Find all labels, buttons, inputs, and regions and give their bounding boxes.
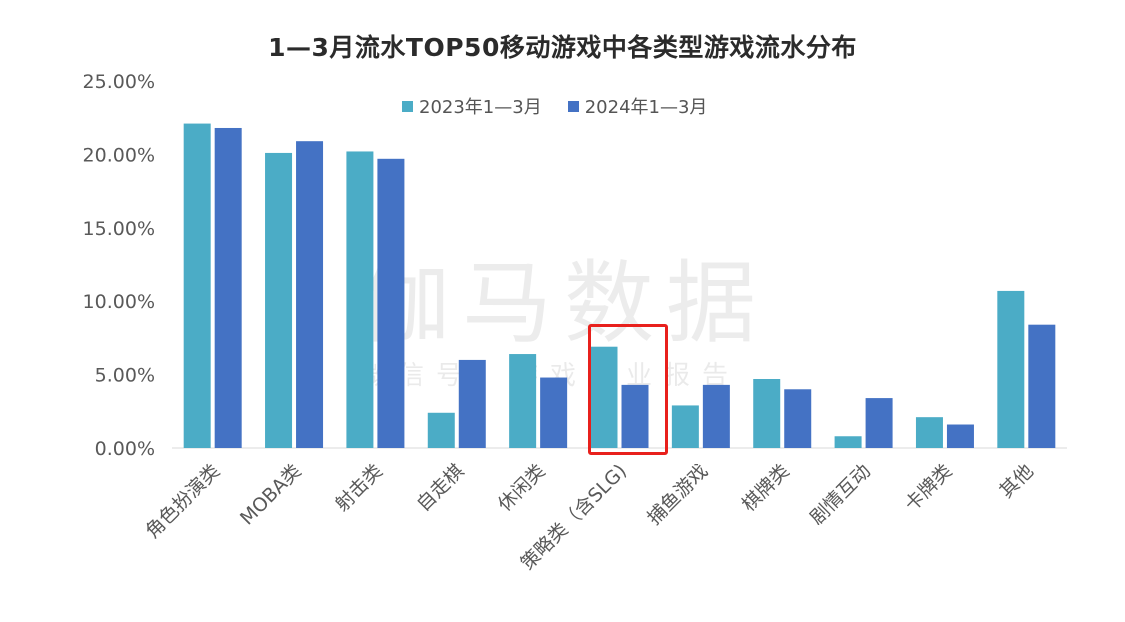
- legend-swatch-2024: [567, 100, 579, 112]
- bar-2024-5: [621, 384, 649, 448]
- legend-item-2023: 2023年1—3月: [402, 93, 542, 119]
- legend-label-2023: 2023年1—3月: [419, 97, 542, 118]
- bar-2024-10: [1028, 324, 1056, 448]
- y-tick-label: 20.00%: [83, 144, 155, 166]
- watermark-text: 伽马数据: [360, 251, 768, 356]
- y-tick-label: 15.00%: [83, 218, 155, 240]
- x-tick-label: 棋牌类: [738, 460, 794, 516]
- bar-2023-9: [915, 417, 943, 448]
- bar-2024-3: [458, 359, 486, 448]
- bar-2023-5: [590, 346, 618, 448]
- legend: 2023年1—3月 2024年1—3月: [402, 93, 707, 119]
- x-tick-label: 卡牌类: [901, 460, 957, 516]
- y-tick-label: 25.00%: [83, 71, 155, 93]
- legend-label-2024: 2024年1—3月: [584, 97, 708, 118]
- x-tick-label: 其他: [995, 460, 1037, 502]
- bar-2024-6: [702, 384, 730, 448]
- bar-2023-1: [265, 152, 293, 448]
- bar-2024-9: [946, 424, 974, 448]
- bar-2024-7: [784, 389, 812, 448]
- y-tick-label: 10.00%: [83, 291, 155, 313]
- legend-swatch-2023: [402, 100, 413, 112]
- x-tick-label: 自走棋: [412, 460, 468, 516]
- legend-item-2024: 2024年1—3月: [567, 93, 708, 119]
- bar-2024-4: [540, 377, 568, 448]
- x-tick-label: 射击类: [331, 460, 387, 516]
- x-tick-label: 捕鱼游戏: [643, 460, 712, 529]
- y-tick-label: 5.00%: [95, 365, 155, 387]
- bar-2023-7: [753, 379, 781, 448]
- bar-2024-1: [296, 141, 324, 449]
- chart-title: 1—3月流水TOP50移动游戏中各类型游戏流水分布: [268, 33, 857, 62]
- x-tick-label: 剧情互动: [806, 460, 875, 529]
- bar-2023-10: [997, 290, 1025, 448]
- bar-2024-8: [865, 398, 893, 448]
- y-tick-label: 0.00%: [95, 438, 155, 460]
- bar-2023-4: [509, 354, 537, 448]
- bar-2023-2: [346, 151, 374, 449]
- bar-2023-8: [834, 436, 862, 448]
- x-tick-label: 休闲类: [494, 460, 550, 516]
- bar-2024-2: [377, 158, 405, 448]
- highlight-box: [588, 324, 668, 455]
- bar-2023-6: [671, 405, 699, 448]
- bar-2023-0: [183, 123, 211, 449]
- bar-2023-3: [427, 412, 455, 448]
- x-tick-label: 角色扮演类: [141, 460, 224, 543]
- x-tick-label: MOBA类: [236, 460, 306, 530]
- bar-2024-0: [214, 127, 242, 448]
